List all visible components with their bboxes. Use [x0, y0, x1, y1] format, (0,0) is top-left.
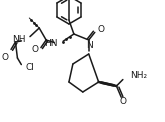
Text: NH₂: NH₂ — [130, 71, 148, 81]
Text: O: O — [31, 46, 38, 55]
Text: NH: NH — [12, 35, 25, 44]
Text: O: O — [120, 97, 127, 106]
Text: Cl: Cl — [25, 63, 34, 72]
Text: N: N — [86, 41, 93, 50]
Text: HN: HN — [45, 40, 58, 49]
Text: O: O — [98, 25, 105, 35]
Text: O: O — [1, 53, 9, 62]
